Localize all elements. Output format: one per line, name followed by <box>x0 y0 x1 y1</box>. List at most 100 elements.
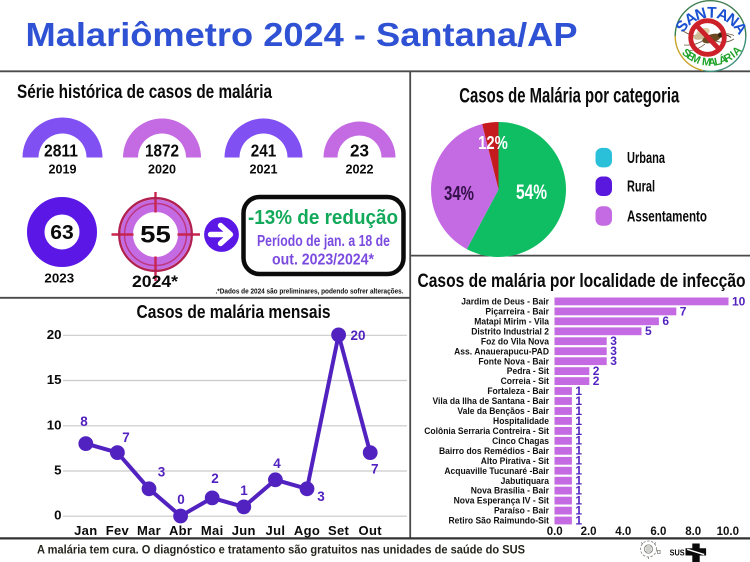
svg-text:8: 8 <box>80 414 88 429</box>
svg-text:Á: Á <box>717 52 729 67</box>
svg-text:23: 23 <box>350 141 369 161</box>
svg-text:1: 1 <box>240 483 248 498</box>
svg-text:Mai: Mai <box>201 523 224 538</box>
svg-text:2022: 2022 <box>346 163 374 177</box>
svg-text:20: 20 <box>350 328 365 343</box>
svg-text:15: 15 <box>47 372 62 387</box>
svg-text:Jan: Jan <box>74 523 97 538</box>
svg-text:A malária tem cura. O diagnóst: A malária tem cura. O diagnóstico e trat… <box>37 543 525 557</box>
svg-text:2811: 2811 <box>44 141 78 161</box>
svg-text:2: 2 <box>211 471 219 486</box>
svg-text:7: 7 <box>680 304 687 318</box>
svg-text:Mar: Mar <box>137 523 161 538</box>
svg-text:2019: 2019 <box>49 163 77 177</box>
svg-text:10: 10 <box>47 417 62 432</box>
svg-text:1: 1 <box>575 434 582 448</box>
svg-text:A: A <box>708 57 717 69</box>
svg-text:Casos de malária por localidad: Casos de malária por localidade de infec… <box>418 271 746 292</box>
svg-text:1: 1 <box>575 404 582 418</box>
svg-text:241: 241 <box>251 141 277 161</box>
svg-text:Nova Esperança IV - Sit: Nova Esperança IV - Sit <box>454 495 549 506</box>
svg-text:2: 2 <box>593 364 600 378</box>
svg-text:Malariômetro 2024 - Santana/AP: Malariômetro 2024 - Santana/AP <box>26 16 578 53</box>
svg-text:3: 3 <box>158 465 166 480</box>
svg-text:Fortaleza - Bair: Fortaleza - Bair <box>487 386 549 397</box>
svg-text:3: 3 <box>610 334 617 348</box>
svg-text:2021: 2021 <box>250 163 278 177</box>
svg-text:T: T <box>707 4 718 21</box>
svg-text:Casos de Malária por categoria: Casos de Malária por categoria <box>459 85 679 108</box>
svg-text:Cinco Chagas: Cinco Chagas <box>492 435 549 446</box>
svg-text:Matapi Mirim - Vila: Matapi Mirim - Vila <box>474 316 550 327</box>
svg-text:Paraíso - Bair: Paraíso - Bair <box>494 505 549 516</box>
svg-text:1: 1 <box>575 454 582 468</box>
svg-text:6.0: 6.0 <box>650 526 666 538</box>
svg-text:Abr: Abr <box>169 523 192 538</box>
svg-text:1: 1 <box>575 484 582 498</box>
svg-text:4.0: 4.0 <box>615 526 631 538</box>
svg-text:-13% de redução: -13% de redução <box>248 207 398 229</box>
svg-text:Assentamento: Assentamento <box>627 208 707 225</box>
svg-text:7: 7 <box>122 430 130 445</box>
svg-text:Acquaville Tucunaré -Bair: Acquaville Tucunaré -Bair <box>444 465 549 476</box>
svg-text:Vale da Bençãos - Bair: Vale da Bençãos - Bair <box>457 406 549 417</box>
svg-text:SUS: SUS <box>670 548 685 558</box>
svg-text:Ago: Ago <box>294 523 320 538</box>
svg-text:1: 1 <box>575 414 582 428</box>
svg-text:Casos de malária mensais: Casos de malária mensais <box>137 302 331 322</box>
svg-text:2.0: 2.0 <box>581 526 597 538</box>
svg-text:Set: Set <box>328 523 350 538</box>
svg-text:Jun: Jun <box>232 523 256 538</box>
svg-text:A: A <box>714 5 730 25</box>
svg-text:0: 0 <box>177 492 185 507</box>
svg-text:1: 1 <box>575 513 582 527</box>
svg-text:Jardim de Deus - Bair: Jardim de Deus - Bair <box>461 296 549 307</box>
svg-text:Jabutiquara: Jabutiquara <box>501 475 550 486</box>
svg-text:Vila da Ilha de Santana - Bair: Vila da Ilha de Santana - Bair <box>432 396 549 407</box>
svg-text:3: 3 <box>317 489 325 504</box>
svg-text:5: 5 <box>54 463 62 478</box>
svg-text:.*Dados de 2024 são preliminar: .*Dados de 2024 são preliminares, podend… <box>216 289 404 296</box>
svg-text:20: 20 <box>47 327 62 342</box>
svg-text:M: M <box>701 56 711 69</box>
svg-text:1872: 1872 <box>145 141 179 161</box>
svg-text:Jul: Jul <box>266 523 286 538</box>
svg-text:Hospitalidade: Hospitalidade <box>493 416 549 427</box>
svg-text:Retiro São Raimundo-Sit: Retiro São Raimundo-Sit <box>448 515 549 526</box>
svg-text:1: 1 <box>575 464 582 478</box>
svg-text:out. 2023/2024*: out. 2023/2024* <box>272 252 375 269</box>
svg-text:1: 1 <box>575 494 582 508</box>
svg-text:12%: 12% <box>478 132 508 153</box>
svg-text:Série histórica de casos de ma: Série histórica de casos de malária <box>17 81 272 103</box>
svg-text:Piçarreira - Bair: Piçarreira - Bair <box>485 306 549 317</box>
svg-text:1: 1 <box>575 444 582 458</box>
svg-text:Período de jan. a 18 de: Período de jan. a 18 de <box>257 233 390 250</box>
svg-text:Out: Out <box>359 523 383 538</box>
svg-text:I: I <box>728 49 738 60</box>
svg-text:1: 1 <box>575 424 582 438</box>
svg-text:1: 1 <box>575 504 582 518</box>
svg-text:6: 6 <box>662 314 669 328</box>
svg-text:Distrito Industrial 2: Distrito Industrial 2 <box>471 326 549 337</box>
svg-text:2024*: 2024* <box>132 273 179 291</box>
svg-text:L: L <box>713 55 722 68</box>
svg-text:1: 1 <box>575 384 582 398</box>
svg-text:1: 1 <box>575 394 582 408</box>
svg-text:M: M <box>689 52 702 67</box>
svg-text:54%: 54% <box>516 181 547 204</box>
svg-text:55: 55 <box>140 222 171 249</box>
svg-text:5: 5 <box>645 324 652 338</box>
svg-text:Bairro dos Remédios - Bair: Bairro dos Remédios - Bair <box>439 445 549 456</box>
svg-text:2023: 2023 <box>44 271 74 286</box>
svg-text:0: 0 <box>54 508 61 523</box>
svg-text:3: 3 <box>610 354 617 368</box>
svg-text:Nova Brasília - Bair: Nova Brasília - Bair <box>471 485 550 496</box>
svg-text:2: 2 <box>593 374 600 388</box>
svg-text:Pedra - Sit: Pedra - Sit <box>507 366 549 377</box>
svg-text:4: 4 <box>273 456 281 471</box>
svg-text:10: 10 <box>732 294 746 308</box>
svg-text:Foz do Vila Nova: Foz do Vila Nova <box>481 336 550 347</box>
svg-text:10.0: 10.0 <box>717 526 739 538</box>
svg-text:Colônia Serraria Contreira - S: Colônia Serraria Contreira - Sit <box>424 426 549 437</box>
svg-text:0.0: 0.0 <box>547 526 563 538</box>
